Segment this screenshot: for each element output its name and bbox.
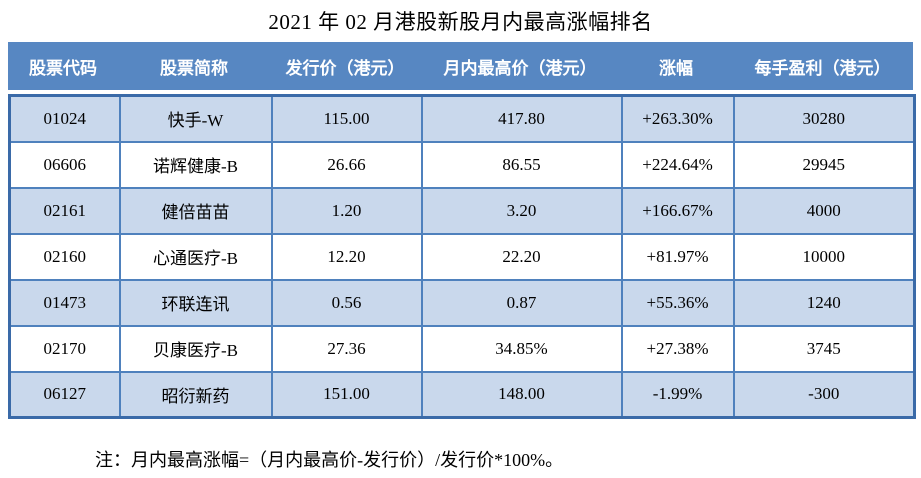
cell-profit: 4000: [732, 186, 916, 235]
table-row: 01024 快手-W 115.00 417.80 +263.30% 30280: [8, 94, 916, 143]
cell-issue-price: 151.00: [270, 370, 423, 419]
cell-stock-name: 环联连讯: [118, 278, 273, 327]
table-row: 06606 诺辉健康-B 26.66 86.55 +224.64% 29945: [8, 140, 916, 189]
cell-stock-code: 01024: [8, 94, 121, 143]
cell-monthly-high: 86.55: [420, 140, 623, 189]
cell-change: +27.38%: [620, 324, 735, 373]
ranking-table-container: 股票代码 股票简称 发行价（港元） 月内最高价（港元） 涨幅 每手盈利（港元） …: [8, 42, 916, 419]
cell-monthly-high: 148.00: [420, 370, 623, 419]
cell-change: -1.99%: [620, 370, 735, 419]
cell-stock-name: 诺辉健康-B: [118, 140, 273, 189]
cell-issue-price: 12.20: [270, 232, 423, 281]
cell-change: +55.36%: [620, 278, 735, 327]
cell-issue-price: 0.56: [270, 278, 423, 327]
formula-note: 注：月内最高涨幅=（月内最高价-发行价）/发行价*100%。: [95, 450, 564, 470]
cell-profit: 30280: [732, 94, 916, 143]
cell-stock-code: 01473: [8, 278, 121, 327]
cell-monthly-high: 0.87: [420, 278, 623, 327]
cell-stock-code: 02160: [8, 232, 121, 281]
cell-stock-code: 06606: [8, 140, 121, 189]
cell-profit: 3745: [732, 324, 916, 373]
cell-issue-price: 115.00: [270, 94, 423, 143]
table-row: 02170 贝康医疗-B 27.36 34.85% +27.38% 3745: [8, 324, 916, 373]
cell-profit: 29945: [732, 140, 916, 189]
column-header-monthly-high: 月内最高价（港元）: [443, 58, 597, 78]
column-header-stock-name: 股票简称: [160, 58, 228, 78]
cell-change: +166.67%: [620, 186, 735, 235]
cell-stock-name: 心通医疗-B: [118, 232, 273, 281]
table-header-row: 股票代码 股票简称 发行价（港元） 月内最高价（港元） 涨幅 每手盈利（港元）: [8, 42, 913, 90]
column-header-stock-code: 股票代码: [29, 58, 97, 78]
cell-stock-name: 昭衍新药: [118, 370, 273, 419]
page-title: 2021 年 02 月港股新股月内最高涨幅排名: [268, 10, 653, 34]
cell-stock-code: 02170: [8, 324, 121, 373]
cell-monthly-high: 417.80: [420, 94, 623, 143]
cell-stock-name: 贝康医疗-B: [118, 324, 273, 373]
cell-stock-code: 02161: [8, 186, 121, 235]
cell-change: +81.97%: [620, 232, 735, 281]
header-grid-divider: [8, 90, 913, 94]
cell-stock-name: 健倍苗苗: [118, 186, 273, 235]
cell-profit: -300: [732, 370, 916, 419]
cell-change: +263.30%: [620, 94, 735, 143]
column-header-change: 涨幅: [659, 58, 693, 78]
cell-stock-name: 快手-W: [118, 94, 273, 143]
table-row: 06127 昭衍新药 151.00 148.00 -1.99% -300: [8, 370, 916, 419]
cell-stock-code: 06127: [8, 370, 121, 419]
cell-monthly-high: 34.85%: [420, 324, 623, 373]
cell-monthly-high: 22.20: [420, 232, 623, 281]
column-header-profit-per-lot: 每手盈利（港元）: [754, 58, 891, 78]
cell-profit: 1240: [732, 278, 916, 327]
ranking-table: 01024 快手-W 115.00 417.80 +263.30% 30280 …: [8, 94, 916, 419]
cell-issue-price: 27.36: [270, 324, 423, 373]
column-header-issue-price: 发行价（港元）: [285, 58, 405, 78]
cell-profit: 10000: [732, 232, 916, 281]
table-row: 02160 心通医疗-B 12.20 22.20 +81.97% 10000: [8, 232, 916, 281]
table-row: 02161 健倍苗苗 1.20 3.20 +166.67% 4000: [8, 186, 916, 235]
cell-change: +224.64%: [620, 140, 735, 189]
cell-monthly-high: 3.20: [420, 186, 623, 235]
cell-issue-price: 1.20: [270, 186, 423, 235]
table-row: 01473 环联连讯 0.56 0.87 +55.36% 1240: [8, 278, 916, 327]
cell-issue-price: 26.66: [270, 140, 423, 189]
